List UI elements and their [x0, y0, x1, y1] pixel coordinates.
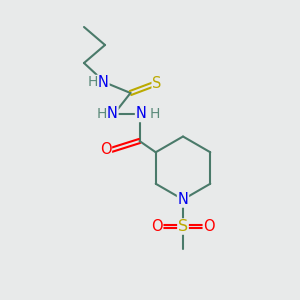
Text: O: O — [100, 142, 111, 158]
Text: H: H — [150, 107, 160, 121]
Text: N: N — [98, 75, 109, 90]
Text: O: O — [203, 219, 215, 234]
Text: H: H — [96, 107, 106, 121]
Text: H: H — [87, 76, 98, 89]
Text: N: N — [178, 192, 188, 207]
Text: S: S — [152, 76, 162, 91]
Text: N: N — [107, 106, 118, 122]
Text: N: N — [136, 106, 146, 122]
Text: S: S — [178, 219, 188, 234]
Text: O: O — [151, 219, 163, 234]
